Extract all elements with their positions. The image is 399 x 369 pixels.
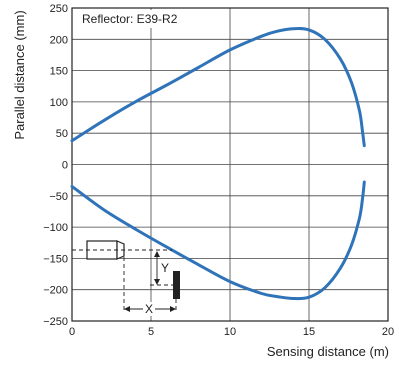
sensor-lens <box>116 240 125 260</box>
y-tick-label: 200 <box>50 34 68 46</box>
y-tick-label: 100 <box>50 97 68 109</box>
y-tick-label: −200 <box>43 285 68 297</box>
x-tick-label: 15 <box>303 326 315 338</box>
curves <box>70 26 366 301</box>
sensor-diagram: Y X <box>72 240 180 316</box>
y-axis-label: Parallel distance (mm) <box>12 10 27 139</box>
y-tick-label: 0 <box>62 160 68 172</box>
x-tick-labels: 0 5 10 15 20 <box>69 326 394 338</box>
grid <box>71 7 389 322</box>
y-tick-label: 250 <box>50 3 68 15</box>
y-dimension-label: Y <box>161 261 169 275</box>
x-tick-label: 5 <box>148 326 154 338</box>
y-tick-label: −100 <box>43 222 68 234</box>
x-tick-label: 0 <box>69 326 75 338</box>
y-tick-label: −50 <box>49 191 68 203</box>
y-tick-label: −250 <box>43 316 68 328</box>
y-tick-label: 150 <box>50 66 68 78</box>
annotation: Reflector: E39-R2 <box>82 12 178 26</box>
x-dimension-label-background <box>143 302 155 316</box>
x-tick-label: 10 <box>224 326 236 338</box>
upper-curve <box>70 26 366 148</box>
y-tick-label: −150 <box>43 253 68 265</box>
y-dimension-arrow-bottom <box>154 279 160 285</box>
x-dimension-label: X <box>145 302 153 316</box>
annotation-background <box>79 10 197 28</box>
x-tick-label: 20 <box>382 326 394 338</box>
y-tick-labels: 250 200 150 100 50 0 −50 −100 −150 −200 −250 <box>43 3 68 328</box>
x-axis-label: Sensing distance (m) <box>267 344 389 359</box>
y-dimension-arrow-top <box>154 251 160 257</box>
y-tick-label: 50 <box>56 128 68 140</box>
reflector <box>173 271 180 299</box>
plot-frame <box>71 7 389 322</box>
lower-curve <box>70 180 366 301</box>
x-dimension-arrow-right <box>170 306 176 312</box>
x-dimension-arrow-left <box>124 306 130 312</box>
